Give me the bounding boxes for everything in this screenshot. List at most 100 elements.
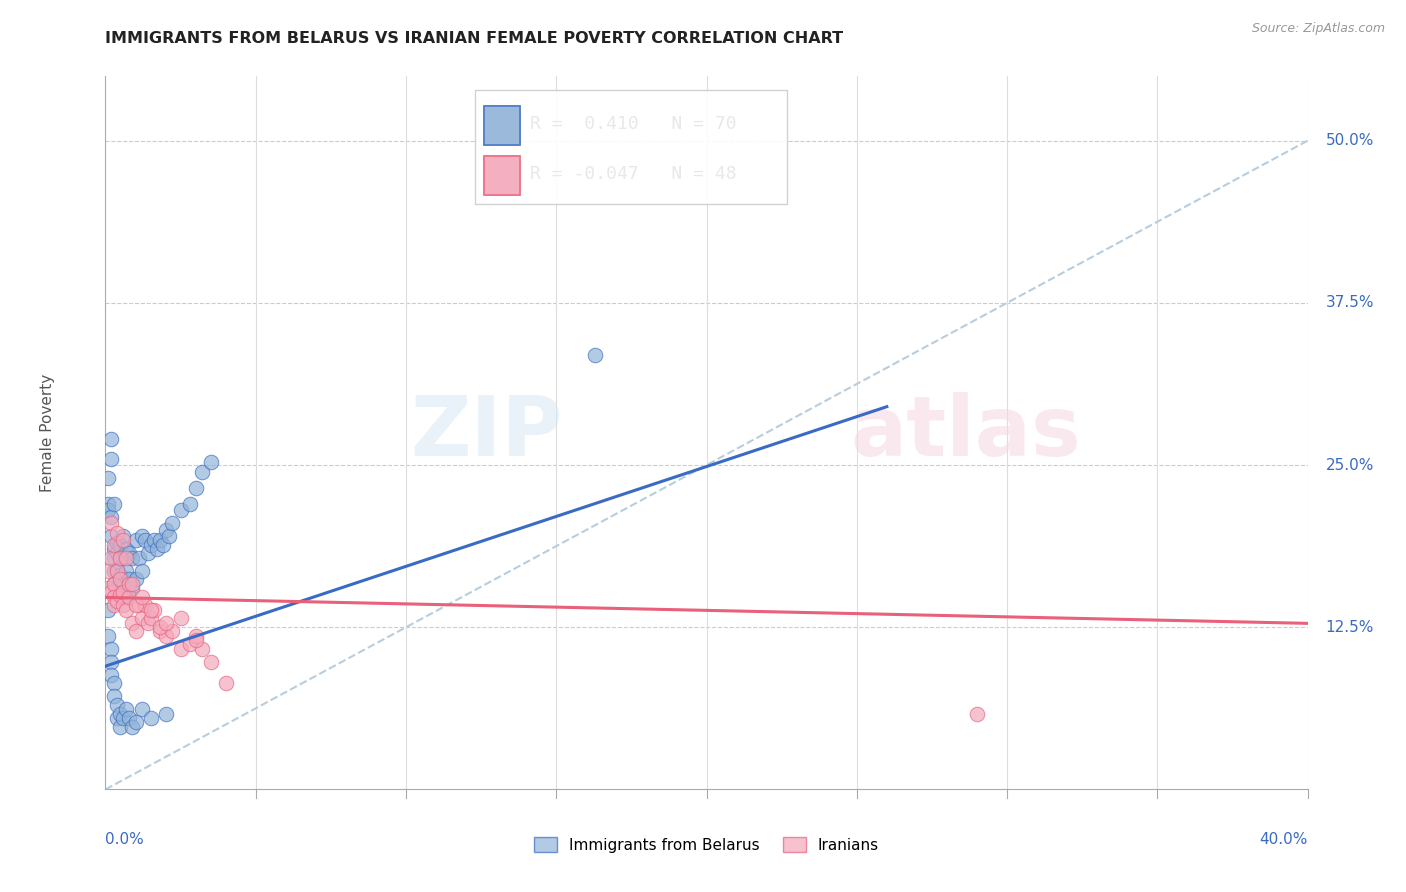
Point (136, 616, 159, 631)
Text: 37.5%: 37.5% (1326, 295, 1374, 310)
Point (100, 585, 122, 599)
Point (107, 711, 129, 725)
Point (103, 689, 125, 703)
Point (121, 577, 143, 591)
Point (148, 620, 170, 634)
Point (110, 588, 132, 602)
Legend: Immigrants from Belarus, Iranians: Immigrants from Belarus, Iranians (527, 830, 886, 859)
Point (112, 529, 135, 543)
Point (97, 603, 120, 617)
Point (110, 539, 132, 553)
Point (112, 577, 135, 591)
Point (110, 551, 132, 566)
Point (124, 533, 146, 548)
Point (124, 598, 146, 612)
Point (121, 551, 143, 566)
Point (107, 562, 129, 576)
Point (184, 633, 207, 648)
Point (97, 471, 120, 485)
Point (100, 451, 122, 466)
Point (124, 714, 146, 729)
Point (103, 565, 125, 579)
Point (112, 533, 135, 548)
Point (100, 510, 122, 524)
Point (97, 629, 120, 643)
Point (128, 598, 150, 612)
Point (100, 642, 122, 657)
Point (155, 629, 177, 643)
Point (115, 702, 138, 716)
Point (97, 582, 120, 596)
Text: ZIP: ZIP (409, 392, 562, 473)
Point (121, 616, 143, 631)
Point (179, 637, 201, 651)
Point (134, 598, 156, 612)
Point (131, 591, 153, 605)
Point (139, 603, 162, 617)
FancyBboxPatch shape (474, 90, 787, 204)
Point (155, 523, 177, 537)
Point (583, 348, 606, 362)
Point (200, 655, 222, 669)
Point (966, 707, 988, 722)
Point (155, 616, 177, 631)
Point (184, 482, 207, 496)
Text: 40.0%: 40.0% (1260, 832, 1308, 847)
Point (112, 598, 135, 612)
Point (128, 551, 150, 566)
Text: IMMIGRANTS FROM BELARUS VS IRANIAN FEMALE POVERTY CORRELATION CHART: IMMIGRANTS FROM BELARUS VS IRANIAN FEMAL… (105, 31, 844, 46)
Point (139, 711, 162, 725)
Point (100, 529, 122, 543)
Point (169, 611, 191, 625)
Point (118, 711, 141, 725)
Point (157, 529, 180, 543)
Point (100, 551, 122, 566)
Point (136, 546, 159, 560)
Point (152, 539, 174, 553)
Point (190, 642, 212, 657)
Point (118, 577, 141, 591)
Point (155, 707, 177, 722)
Point (103, 598, 125, 612)
Text: R =  0.410   N = 70: R = 0.410 N = 70 (530, 115, 737, 133)
Point (112, 711, 135, 725)
Point (97, 565, 120, 579)
Point (115, 542, 138, 557)
Point (179, 497, 201, 511)
Point (148, 533, 170, 548)
Point (103, 676, 125, 690)
Text: 12.5%: 12.5% (1326, 620, 1374, 635)
Point (110, 591, 132, 605)
Point (110, 720, 132, 734)
Point (184, 629, 207, 643)
Point (131, 529, 153, 543)
Text: R = -0.047   N = 48: R = -0.047 N = 48 (530, 165, 737, 183)
Point (214, 676, 236, 690)
FancyBboxPatch shape (484, 156, 520, 195)
Point (107, 698, 129, 712)
Point (107, 565, 129, 579)
Point (103, 551, 125, 566)
Point (118, 572, 141, 586)
Point (148, 624, 170, 639)
Point (160, 516, 183, 531)
Point (145, 542, 167, 557)
Point (110, 707, 132, 722)
Point (100, 516, 122, 531)
Point (124, 624, 146, 639)
FancyBboxPatch shape (484, 106, 520, 145)
Point (103, 591, 125, 605)
Point (200, 455, 222, 469)
Point (107, 536, 129, 550)
Point (124, 572, 146, 586)
Point (121, 582, 143, 596)
Point (115, 591, 138, 605)
Point (100, 668, 122, 682)
Text: Source: ZipAtlas.com: Source: ZipAtlas.com (1251, 22, 1385, 36)
Point (112, 585, 135, 599)
Point (100, 655, 122, 669)
Point (107, 594, 129, 608)
Point (103, 497, 125, 511)
Point (107, 546, 129, 560)
Point (112, 551, 135, 566)
